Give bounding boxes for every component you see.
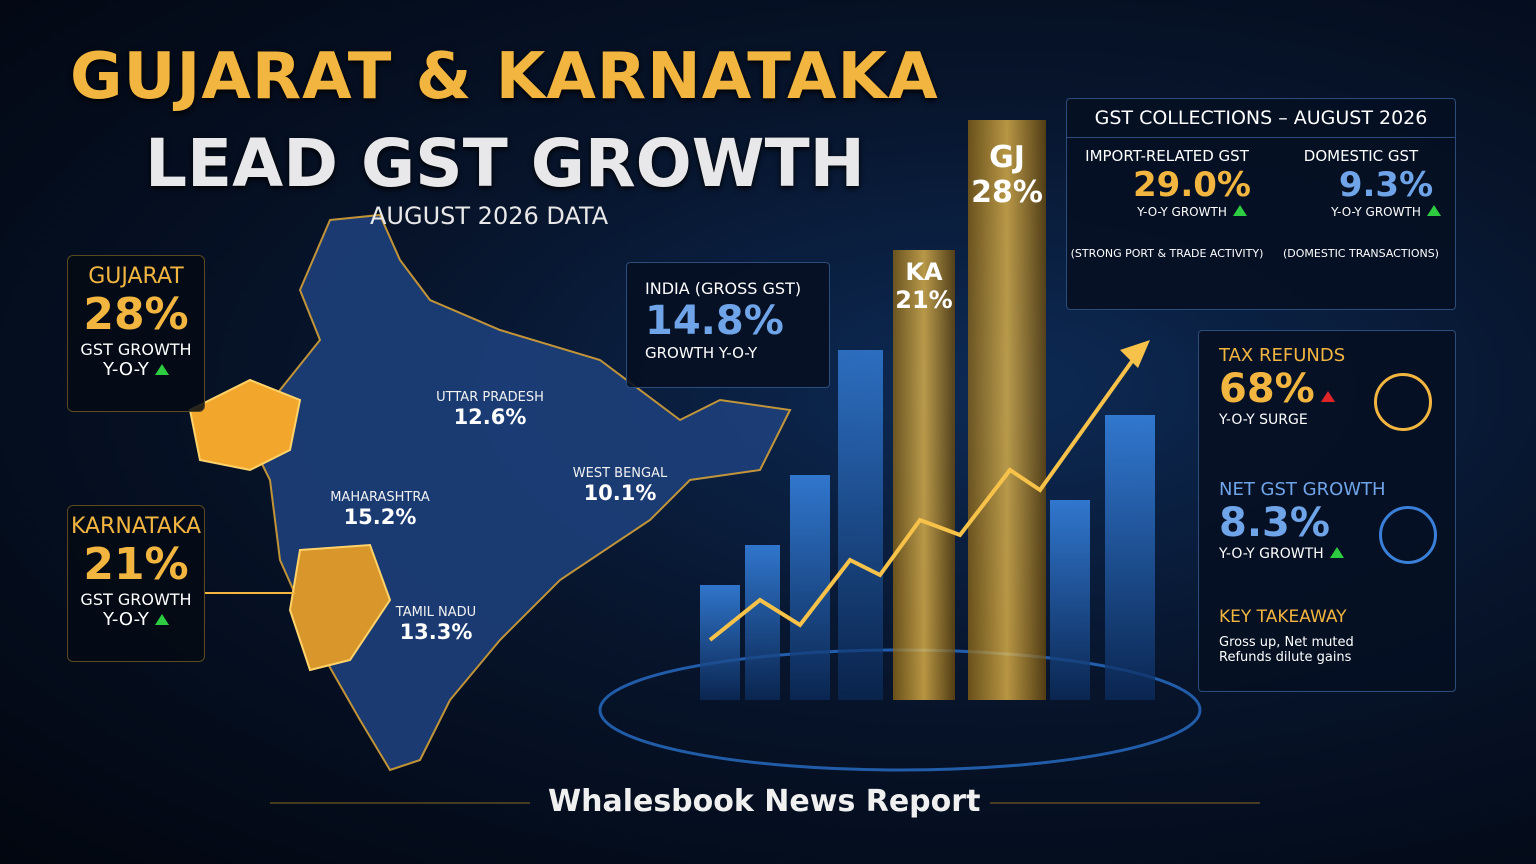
bar-name: KA xyxy=(905,258,943,286)
card-title: INDIA (GROSS GST) xyxy=(645,279,802,298)
map-label: UTTAR PRADESH 12.6% xyxy=(420,390,560,429)
deco-bar xyxy=(838,350,883,700)
bar-label: GJ 28% xyxy=(968,140,1046,210)
region-value: 15.2% xyxy=(343,505,417,529)
karnataka-shape xyxy=(288,543,392,672)
region-value: 12.6% xyxy=(453,405,527,429)
state-label: GST GROWTH xyxy=(80,590,192,609)
growth-arrow xyxy=(708,348,1142,642)
title: GUJARAT & KARNATAKA xyxy=(70,40,939,114)
item-name: IMPORT-RELATED GST xyxy=(1085,147,1249,165)
state-card: GUJARAT 28% GST GROWTH Y-O-Y xyxy=(67,255,205,412)
takeaway: KEY TAKEAWAY Gross up, Net muted Refunds… xyxy=(1219,607,1354,665)
ka-bar xyxy=(893,250,955,700)
takeaway-title: KEY TAKEAWAY xyxy=(1219,607,1347,627)
deco-bar xyxy=(700,585,740,700)
deco-bar xyxy=(1050,500,1090,700)
card-title: TAX REFUNDS xyxy=(1219,345,1346,366)
card-label: Y-O-Y GROWTH xyxy=(1219,546,1324,562)
bar-label: KA 21% xyxy=(893,258,955,314)
card-title: NET GST GROWTH xyxy=(1219,479,1386,500)
subtitle: AUGUST 2026 DATA xyxy=(370,202,609,230)
region-value: 13.3% xyxy=(399,620,473,644)
deco-bar xyxy=(790,475,830,700)
up-icon xyxy=(1320,391,1335,402)
deco-bar xyxy=(1105,415,1155,700)
up-icon xyxy=(1232,205,1247,216)
item-label: Y-O-Y GROWTH xyxy=(1331,205,1421,219)
region-name: WEST BENGAL xyxy=(572,466,668,481)
bar-value: 21% xyxy=(895,286,953,314)
item-note: (STRONG PORT & TRADE ACTIVITY) xyxy=(1070,247,1264,260)
bar-name: GJ xyxy=(989,140,1025,175)
state-name: GUJARAT xyxy=(88,264,184,289)
item-value: 29.0% xyxy=(1133,165,1251,205)
gj-bar xyxy=(968,120,1046,700)
up-icon xyxy=(154,614,169,625)
side-card: NET GST GROWTH 8.3% Y-O-Y GROWTH xyxy=(1219,479,1386,562)
side-panel: TAX REFUNDS 68% Y-O-Y SURGE NET GST GROW… xyxy=(1198,330,1456,692)
state-name: KARNATAKA xyxy=(70,514,202,539)
state-period: Y-O-Y xyxy=(103,359,149,380)
takeaway-line: Gross up, Net muted xyxy=(1219,635,1354,650)
up-icon xyxy=(1426,205,1441,216)
state-period: Y-O-Y xyxy=(103,609,149,630)
map-label: TAMIL NADU 13.3% xyxy=(366,605,506,644)
growth-icon xyxy=(1379,506,1437,564)
state-value: 28% xyxy=(83,289,189,340)
state-value: 21% xyxy=(83,539,189,590)
item-value: 9.3% xyxy=(1338,165,1434,205)
bar-value: 28% xyxy=(971,175,1043,210)
card-label: GROWTH Y-O-Y xyxy=(645,344,758,362)
region-name: UTTAR PRADESH xyxy=(436,390,544,405)
takeaway-line: Refunds dilute gains xyxy=(1219,650,1352,665)
refund-icon xyxy=(1374,373,1432,431)
collection-item: DOMESTIC GST 9.3% Y-O-Y GROWTH (DOMESTIC… xyxy=(1267,147,1455,260)
region-value: 10.1% xyxy=(583,481,657,505)
region-name: MAHARASHTRA xyxy=(330,490,430,505)
up-icon xyxy=(154,364,169,375)
item-label: Y-O-Y GROWTH xyxy=(1137,205,1227,219)
map-label: MAHARASHTRA 15.2% xyxy=(310,490,450,529)
up-icon xyxy=(1329,547,1344,558)
state-card: KARNATAKA 21% GST GROWTH Y-O-Y xyxy=(67,505,205,662)
panel-title: GST COLLECTIONS – AUGUST 2026 xyxy=(1067,99,1455,138)
deco-bar xyxy=(745,545,780,700)
region-name: TAMIL NADU xyxy=(395,605,477,620)
arrow-head xyxy=(1120,340,1150,368)
item-note: (DOMESTIC TRANSACTIONS) xyxy=(1283,247,1439,260)
side-card: TAX REFUNDS 68% Y-O-Y SURGE xyxy=(1219,345,1345,428)
card-label: Y-O-Y SURGE xyxy=(1219,412,1308,428)
item-name: DOMESTIC GST xyxy=(1303,147,1419,165)
title: LEAD GST GROWTH xyxy=(145,125,865,202)
footer: Whalesbook News Report xyxy=(548,784,981,819)
card-value: 14.8% xyxy=(645,298,784,344)
collections-panel: GST COLLECTIONS – AUGUST 2026 IMPORT-REL… xyxy=(1066,98,1456,310)
card-value: 8.3% xyxy=(1219,500,1330,546)
state-label: GST GROWTH xyxy=(80,340,192,359)
india-card: INDIA (GROSS GST) 14.8% GROWTH Y-O-Y xyxy=(626,262,830,388)
collection-item: IMPORT-RELATED GST 29.0% Y-O-Y GROWTH (S… xyxy=(1067,147,1267,260)
card-value: 68% xyxy=(1219,366,1315,412)
gujarat-shape xyxy=(188,378,302,472)
map-label: WEST BENGAL 10.1% xyxy=(550,466,690,505)
